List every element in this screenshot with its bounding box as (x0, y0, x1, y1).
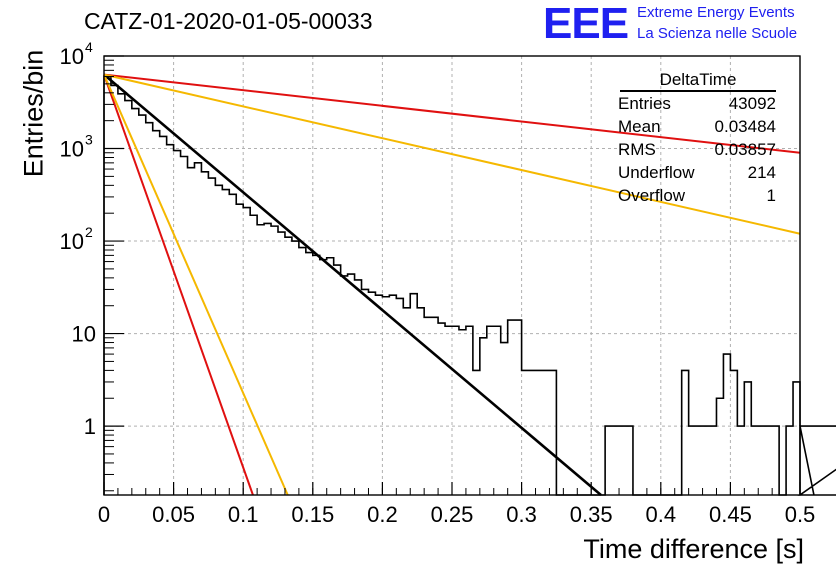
stats-label: Mean (618, 117, 661, 136)
y-tick-exponent: 2 (85, 224, 93, 240)
stats-value: 214 (747, 163, 776, 182)
stats-title: DeltaTime (620, 70, 776, 92)
y-tick-label: 10 (72, 322, 96, 347)
fit-lines (103, 73, 801, 496)
x-tick-label: 0.35 (570, 502, 613, 527)
stats-row: RMS 0.03857 (614, 138, 776, 161)
logo-line-1: Extreme Energy Events (637, 4, 795, 21)
stats-value: 0.03484 (714, 117, 776, 136)
stats-value: 1 (766, 186, 776, 205)
x-tick-label: 0.3 (506, 502, 537, 527)
x-tick-label: 0.1 (228, 502, 259, 527)
tick-labels: 0 0.05 0.1 0.15 0.2 0.25 0.3 0.35 0.4 0.45 0.5 1 10 1… (60, 39, 816, 527)
chart-title: CATZ-01-2020-01-05-00033 (84, 8, 373, 34)
x-axis-label: Time difference [s] (583, 534, 804, 564)
red-fit-line (103, 73, 801, 154)
x-tick-label: 0.5 (785, 502, 816, 527)
stats-row: Entries 43092 (614, 92, 776, 115)
y-tick-exponent: 3 (85, 132, 93, 148)
stats-label: Underflow (618, 163, 695, 182)
orange-fit-line (103, 73, 801, 235)
stats-box: DeltaTime Entries 43092 Mean 0.03484 RMS 0.… (614, 70, 776, 207)
x-tick-label: 0.05 (152, 502, 195, 527)
stats-row: Mean 0.03484 (614, 115, 776, 138)
stats-value: 0.03857 (714, 140, 776, 159)
y-tick-label: 1 (84, 414, 96, 439)
black-fit-line (103, 73, 602, 496)
axis-ticks (103, 55, 801, 495)
stats-label: Entries (618, 94, 671, 113)
logo-line-2: La Scienza nelle Scuole (637, 25, 798, 42)
y-axis-label: Entries/bin (18, 49, 49, 178)
red-fit-line (103, 74, 254, 496)
histogram (103, 75, 836, 496)
x-tick-label: 0.2 (367, 502, 398, 527)
x-tick-label: 0.15 (291, 502, 334, 527)
x-tick-label: 0.45 (709, 502, 752, 527)
x-tick-label: 0 (98, 502, 110, 527)
x-tick-label: 0.4 (646, 502, 677, 527)
y-tick-exponent: 4 (85, 39, 93, 55)
orange-fit-line (103, 74, 289, 496)
y-tick-label: 10 (60, 44, 84, 69)
x-tick-label: 0.25 (431, 502, 474, 527)
stats-value: 43092 (728, 94, 776, 113)
histogram-outline (103, 75, 836, 496)
y-tick-label: 10 (60, 137, 84, 162)
stats-row: Overflow 1 (614, 184, 776, 207)
stats-row: Underflow 214 (614, 161, 776, 184)
y-tick-label: 10 (60, 229, 84, 254)
stats-label: Overflow (618, 186, 686, 205)
eee-logo: EEE (543, 0, 629, 48)
stats-label: RMS (618, 140, 656, 159)
